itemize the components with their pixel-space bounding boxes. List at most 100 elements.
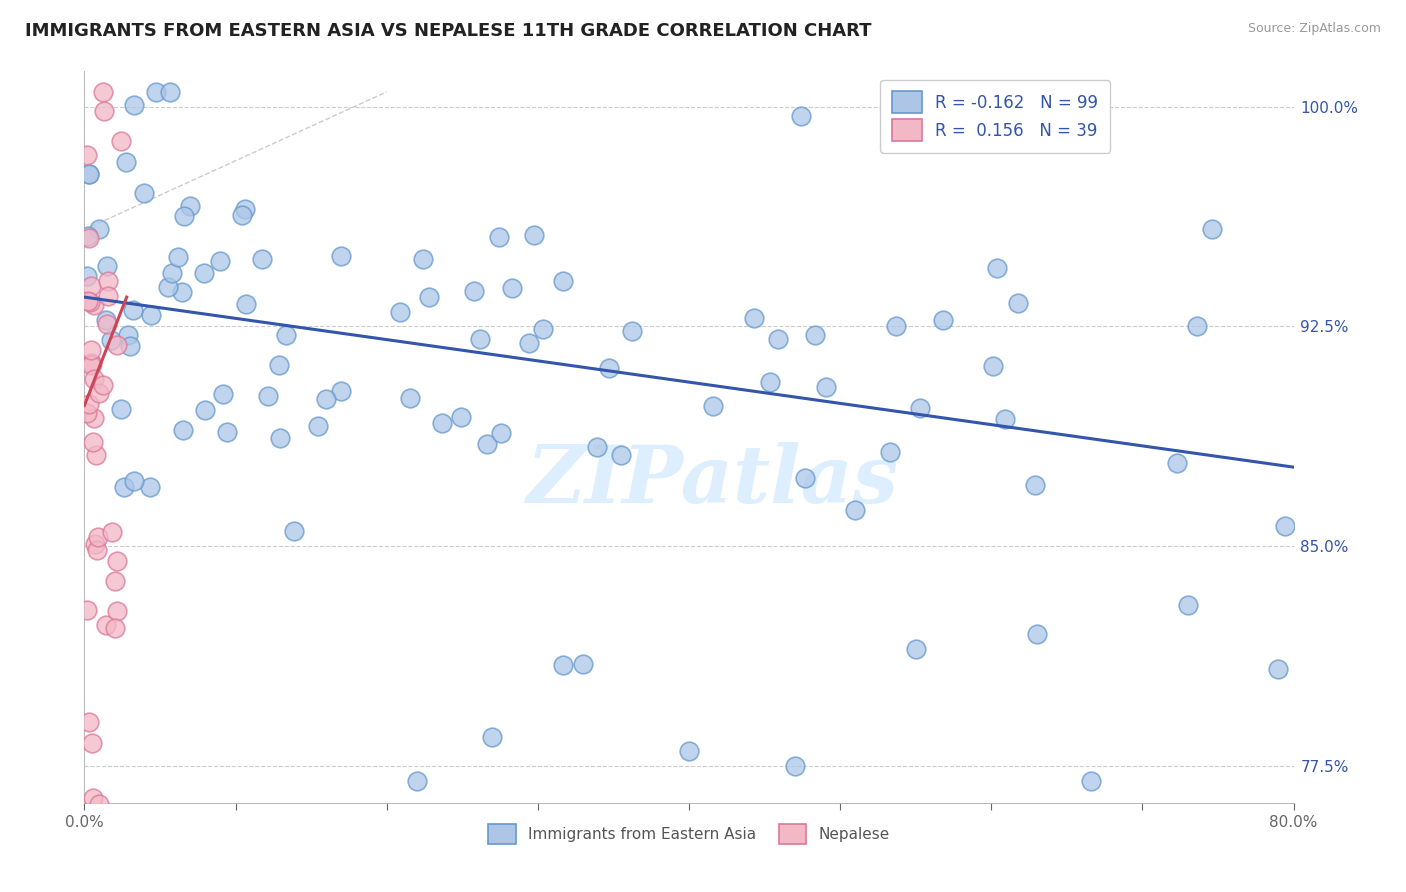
Point: [489, 425, 512, 440]
Point: [77, 167, 100, 181]
Point: [477, 437, 499, 451]
Point: [1166, 456, 1188, 470]
Point: [742, 311, 765, 326]
Point: [77, 293, 100, 308]
Point: [517, 335, 540, 350]
Point: [932, 313, 955, 327]
Point: [89, 797, 111, 812]
Point: [76, 406, 98, 420]
Point: [609, 448, 631, 462]
Point: [330, 250, 353, 264]
Point: [79, 356, 101, 370]
Point: [274, 327, 297, 342]
Point: [170, 285, 193, 299]
Point: [315, 392, 337, 407]
Point: [104, 621, 127, 635]
Point: [104, 574, 127, 589]
Point: [235, 297, 257, 311]
Point: [488, 229, 510, 244]
Point: [96, 259, 118, 273]
Point: [79, 168, 101, 182]
Point: [217, 425, 239, 439]
Point: [844, 503, 866, 517]
Point: [269, 431, 291, 445]
Point: [84, 537, 107, 551]
Point: [172, 423, 194, 437]
Point: [307, 419, 329, 434]
Point: [702, 400, 724, 414]
Text: Source: ZipAtlas.com: Source: ZipAtlas.com: [1247, 22, 1381, 36]
Point: [77, 229, 100, 244]
Point: [620, 324, 643, 338]
Point: [418, 290, 440, 304]
Point: [884, 319, 907, 334]
Point: [145, 85, 167, 99]
Point: [157, 280, 180, 294]
Point: [803, 327, 825, 342]
Point: [118, 339, 141, 353]
Text: ZIPatlas: ZIPatlas: [527, 442, 900, 520]
Point: [76, 148, 98, 162]
Point: [82, 791, 104, 805]
Point: [93, 103, 115, 118]
Point: [768, 332, 790, 346]
Point: [122, 474, 145, 488]
Point: [83, 411, 105, 425]
Point: [981, 359, 1004, 374]
Point: [252, 252, 274, 266]
Point: [83, 371, 105, 385]
Point: [783, 759, 806, 773]
Point: [105, 604, 128, 618]
Point: [84, 448, 107, 462]
Point: [80, 357, 103, 371]
Point: [598, 361, 620, 376]
Point: [283, 524, 305, 538]
Point: [101, 524, 124, 539]
Point: [132, 186, 155, 201]
Point: [794, 471, 817, 485]
Point: [1274, 519, 1296, 533]
Point: [80, 359, 103, 373]
Point: [138, 480, 160, 494]
Point: [790, 109, 813, 123]
Point: [257, 388, 280, 402]
Point: [80, 736, 103, 750]
Point: [91, 85, 114, 99]
Point: [1267, 662, 1289, 676]
Point: [193, 266, 215, 280]
Point: [100, 333, 122, 347]
Point: [122, 98, 145, 112]
Point: [162, 266, 184, 280]
Point: [572, 657, 595, 671]
Point: [117, 327, 139, 342]
Point: [678, 744, 700, 758]
Point: [212, 387, 235, 401]
Point: [77, 231, 100, 245]
Point: [1025, 627, 1047, 641]
Point: [77, 715, 100, 730]
Point: [233, 202, 256, 216]
Point: [115, 155, 138, 169]
Point: [110, 401, 132, 416]
Point: [586, 440, 609, 454]
Point: [107, 554, 129, 568]
Point: [994, 412, 1017, 426]
Point: [231, 208, 253, 222]
Point: [481, 730, 503, 744]
Point: [114, 480, 136, 494]
Point: [86, 543, 108, 558]
Point: [159, 85, 181, 99]
Point: [759, 376, 782, 390]
Point: [79, 343, 101, 358]
Point: [91, 378, 114, 392]
Point: [1080, 773, 1102, 788]
Point: [105, 338, 128, 352]
Point: [179, 199, 201, 213]
Point: [80, 279, 103, 293]
Point: [121, 302, 143, 317]
Point: [96, 317, 118, 331]
Point: [329, 384, 352, 398]
Point: [904, 641, 927, 656]
Point: [531, 321, 554, 335]
Legend: Immigrants from Eastern Asia, Nepalese: Immigrants from Eastern Asia, Nepalese: [482, 818, 896, 850]
